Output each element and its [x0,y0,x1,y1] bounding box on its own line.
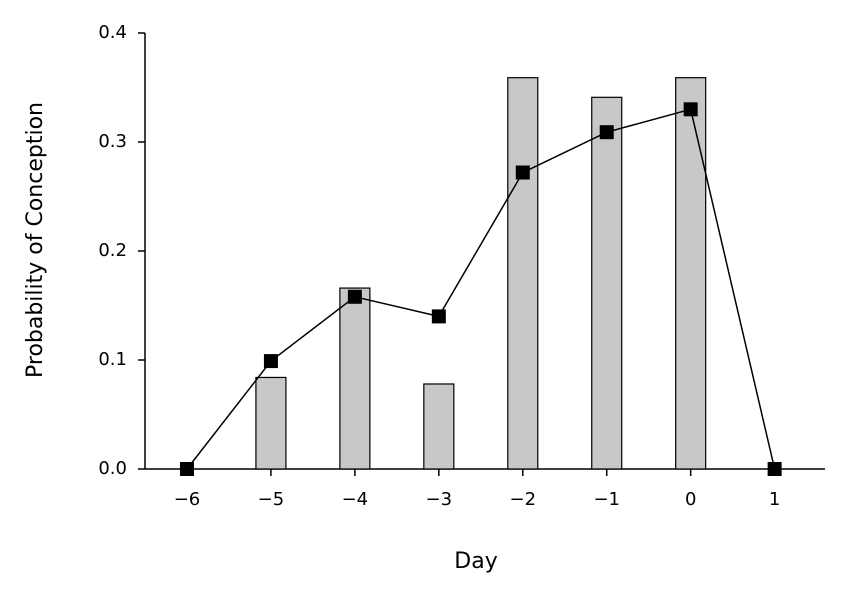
x-tick-label: −5 [258,489,285,510]
marker [767,462,782,476]
bar [339,287,371,470]
x-tick-label: 0 [685,489,696,510]
x-tick-label: 1 [769,489,780,510]
x-tick-label: −4 [342,489,369,510]
marker [263,354,278,369]
bar [591,96,623,470]
y-tick-label: 0.4 [98,22,127,43]
bar [423,383,455,470]
marker [599,125,614,140]
x-tick-label: −6 [174,489,201,510]
x-axis-label: Day [454,549,497,574]
marker [683,102,698,117]
marker [515,165,530,180]
bar [507,77,539,470]
y-tick-label: 0.0 [98,458,127,479]
bar [255,376,287,470]
marker [347,289,362,304]
x-tick-label: −3 [426,489,453,510]
marker [179,462,194,476]
y-tick-label: 0.2 [98,240,127,261]
y-axis-label: Probability of Conception [23,102,48,378]
y-tick-label: 0.3 [98,131,127,152]
bar [675,77,707,470]
x-tick-label: −1 [593,489,620,510]
y-tick-label: 0.1 [98,349,127,370]
marker [431,309,446,324]
x-tick-label: −2 [510,489,537,510]
line [186,108,776,470]
